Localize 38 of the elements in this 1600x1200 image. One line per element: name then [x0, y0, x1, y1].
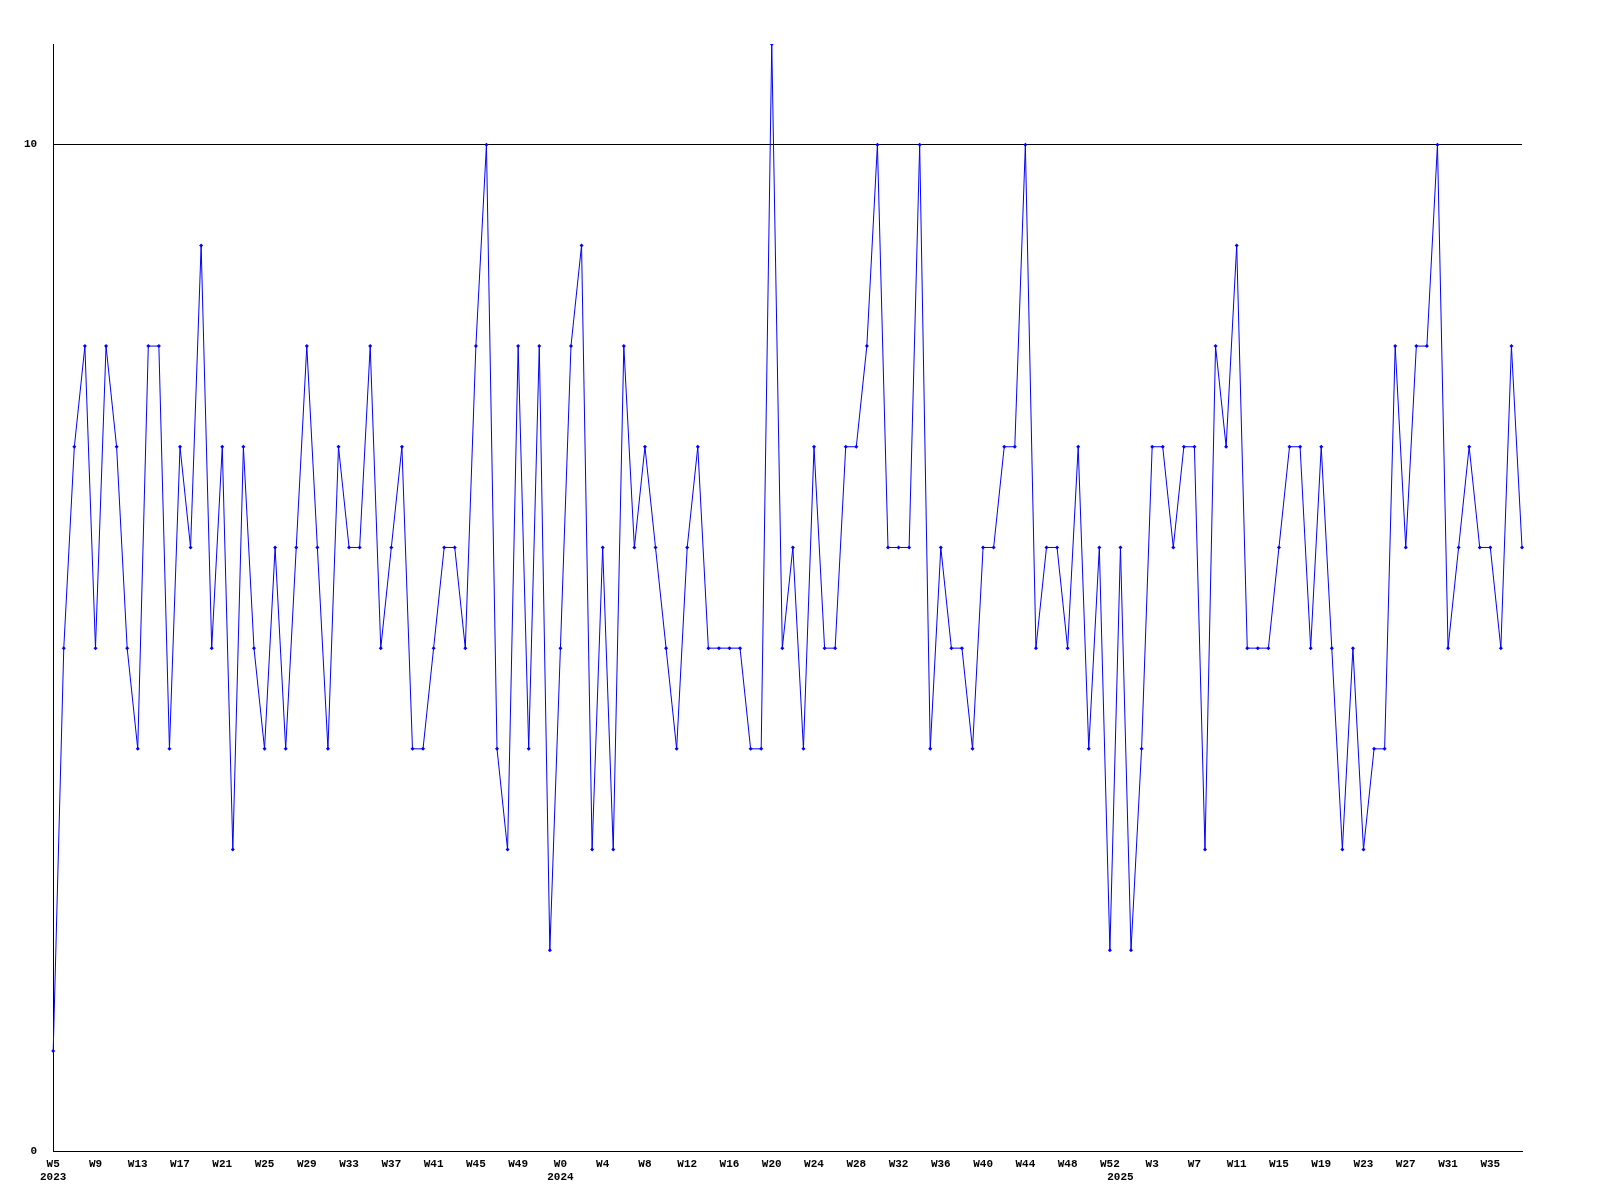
x-tick-label: W32	[888, 1157, 909, 1170]
x-tick-label: W52	[1099, 1157, 1120, 1170]
x-tick-label: W9	[88, 1157, 103, 1170]
x-tick-label: W8	[638, 1157, 652, 1170]
x-tick-label: W12	[677, 1157, 698, 1170]
x-tick-label: W17	[170, 1157, 190, 1170]
x-tick-label: W41	[423, 1157, 444, 1170]
x-tick-label: W16	[719, 1157, 740, 1170]
x-tick-label: W13	[127, 1157, 149, 1170]
x-tick-label: W28	[846, 1157, 867, 1170]
x-tick-label: W0 2024	[547, 1157, 575, 1184]
x-tick-label: W33	[339, 1157, 360, 1170]
x-tick-label: W25	[254, 1157, 275, 1170]
x-tick-label: W44	[1015, 1157, 1036, 1170]
x-tick-label: W11	[1226, 1157, 1247, 1170]
x-tick-label: 2025	[1107, 1171, 1135, 1184]
x-tick-label: W5 2023	[40, 1157, 67, 1184]
x-tick-label: W4	[596, 1157, 610, 1170]
x-tick-label: W45	[465, 1157, 487, 1170]
x-tick-label: W31	[1438, 1157, 1459, 1170]
x-tick-label: W24	[804, 1157, 825, 1170]
x-tick-label: W7	[1187, 1157, 1202, 1170]
x-tick-label: W21	[212, 1157, 233, 1170]
x-tick-label: W48	[1057, 1157, 1078, 1170]
x-tick-label: W40	[973, 1157, 993, 1170]
x-tick-label: W15	[1269, 1157, 1290, 1170]
y-tick-label: 10	[24, 138, 38, 151]
x-tick-label: W36	[930, 1157, 951, 1170]
x-tick-label: W29	[296, 1157, 317, 1170]
x-tick-label: W27	[1395, 1157, 1416, 1170]
x-tick-label: W3	[1145, 1157, 1160, 1170]
x-tick-label: W37	[381, 1157, 402, 1170]
x-tick-label: W35	[1480, 1157, 1501, 1170]
x-tick-label: W23	[1353, 1157, 1374, 1170]
x-tick-label: W19	[1311, 1157, 1332, 1170]
x-tick-label: W20	[761, 1157, 782, 1170]
x-tick-label: W49	[508, 1157, 529, 1170]
y-tick-label: 0	[30, 1145, 38, 1158]
